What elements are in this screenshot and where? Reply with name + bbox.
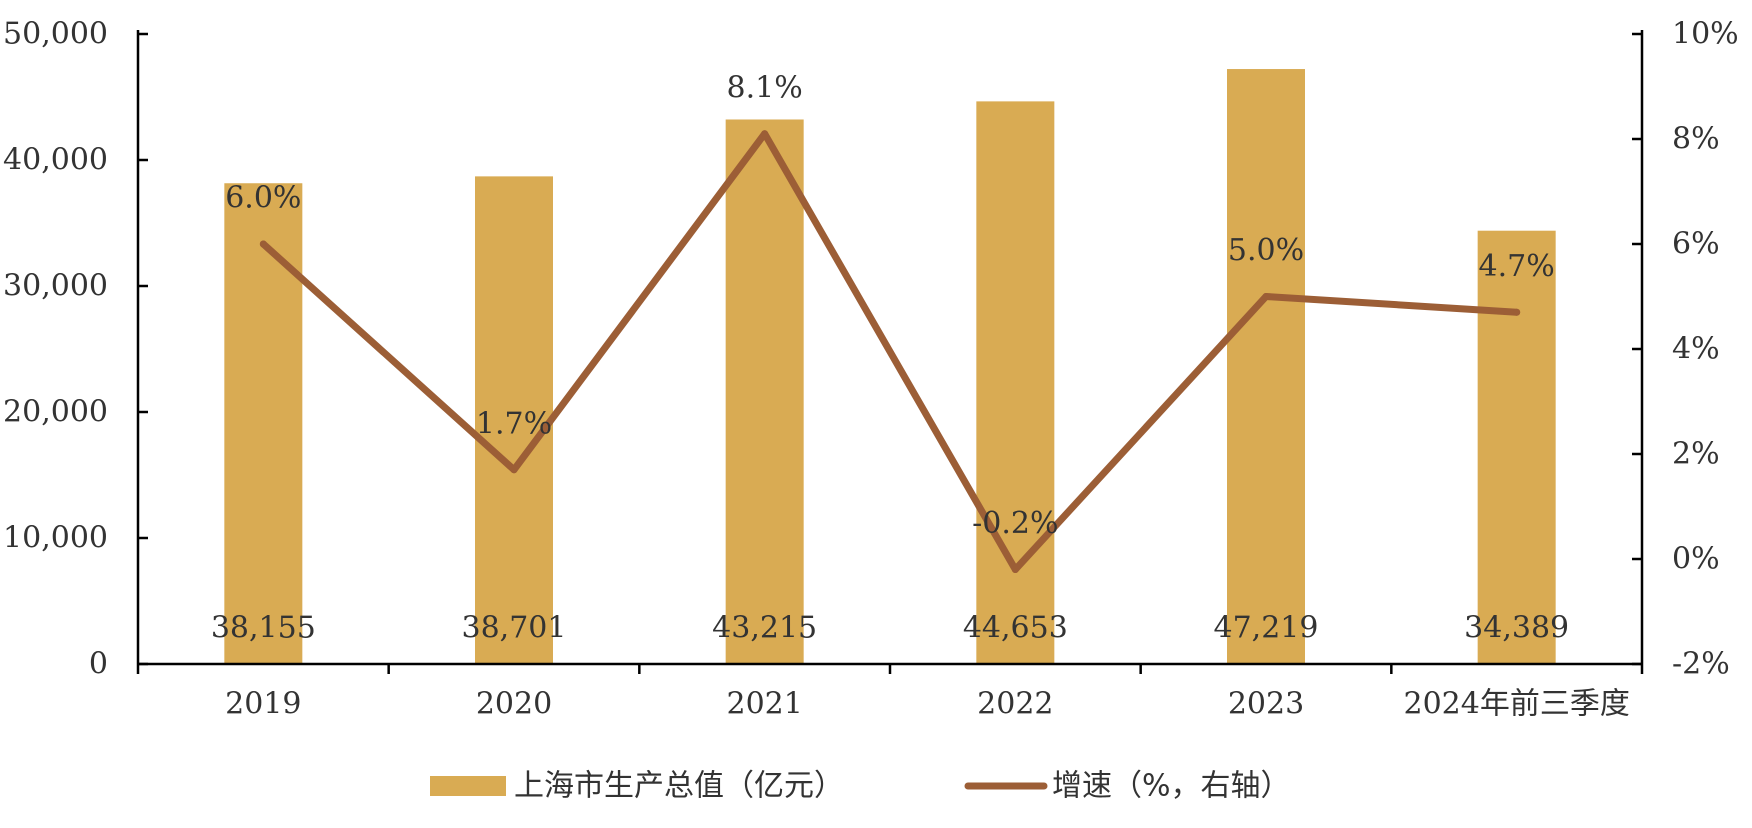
- right-tick-label-2: 2%: [1672, 437, 1720, 472]
- growth-label-2024年前三季度: 4.7%: [1479, 249, 1555, 284]
- left-tick-label-30000: 30,000: [3, 269, 108, 304]
- bar-label-2022: 44,653: [963, 611, 1068, 646]
- bar-2019: [224, 183, 303, 664]
- left-axis-ticks: 0 10,000 20,000 30,000 40,000 50,000: [3, 17, 148, 682]
- x-tick-label-2023: 2023: [1228, 687, 1304, 722]
- bar-label-2019: 38,155: [211, 611, 316, 646]
- bar-label-2023: 47,219: [1214, 611, 1319, 646]
- bar-2020: [475, 176, 553, 664]
- bar-data-labels: 38,155 38,701 43,215 44,653 47,219 34,389: [211, 611, 1569, 646]
- line-series: [259, 130, 1521, 573]
- growth-label-2020: 1.7%: [476, 406, 552, 441]
- x-tick-label-2024年前三季度: 2024年前三季度: [1403, 687, 1629, 722]
- left-tick-label-20000: 20,000: [3, 395, 108, 430]
- bar-2023: [1227, 69, 1305, 665]
- legend: 上海市生产总值（亿元） 增速（%，右轴）: [430, 769, 1291, 804]
- growth-point-2022: [1011, 566, 1019, 573]
- right-tick-label-6: 6%: [1672, 227, 1720, 262]
- right-tick-label-4: 4%: [1672, 332, 1720, 367]
- x-axis: 2019 2020 2021 2022 2023 2024年前三季度: [136, 662, 1644, 722]
- right-tick-label--2: -2%: [1672, 647, 1730, 682]
- bar-series: [224, 69, 1556, 665]
- bar-2024年前三季度: [1477, 230, 1556, 664]
- bar-label-2021: 43,215: [712, 611, 817, 646]
- growth-point-2023: [1262, 293, 1270, 300]
- growth-label-2023: 5.0%: [1228, 233, 1304, 268]
- growth-label-2022: -0.2%: [972, 506, 1058, 541]
- right-tick-label-8: 8%: [1672, 122, 1720, 157]
- growth-label-2019: 6.0%: [225, 181, 301, 216]
- bar-label-2020: 38,701: [462, 611, 567, 646]
- x-tick-label-2019: 2019: [225, 687, 301, 722]
- left-tick-label-0: 0: [89, 647, 108, 682]
- left-tick-label-40000: 40,000: [3, 143, 108, 178]
- growth-label-2021: 8.1%: [727, 70, 803, 105]
- legend-bar-swatch: [430, 776, 506, 796]
- bar-2022: [976, 101, 1055, 665]
- right-axis-ticks: -2% 0% 2% 4% 6% 8% 10%: [1632, 17, 1739, 682]
- bar-label-2024年前三季度: 34,389: [1464, 611, 1569, 646]
- x-tick-label-2022: 2022: [977, 687, 1053, 722]
- legend-bar-label: 上海市生产总值（亿元）: [514, 769, 844, 804]
- growth-point-2024年前三季度: [1513, 308, 1521, 316]
- left-tick-label-50000: 50,000: [3, 17, 108, 52]
- x-tick-label-2020: 2020: [476, 687, 552, 722]
- growth-point-2021: [761, 130, 769, 138]
- line-data-labels: 6.0% 1.7% 8.1% -0.2% 5.0% 4.7%: [225, 70, 1555, 541]
- growth-line: [259, 130, 1521, 573]
- x-tick-label-2021: 2021: [726, 687, 802, 722]
- growth-point-2020: [510, 466, 518, 474]
- right-tick-label-10: 10%: [1672, 17, 1739, 52]
- bar-2021: [725, 119, 804, 665]
- right-tick-label-0: 0%: [1672, 542, 1720, 577]
- left-tick-label-10000: 10,000: [3, 521, 108, 556]
- growth-point-2019: [259, 240, 267, 248]
- legend-line-label: 增速（%，右轴）: [1052, 769, 1291, 804]
